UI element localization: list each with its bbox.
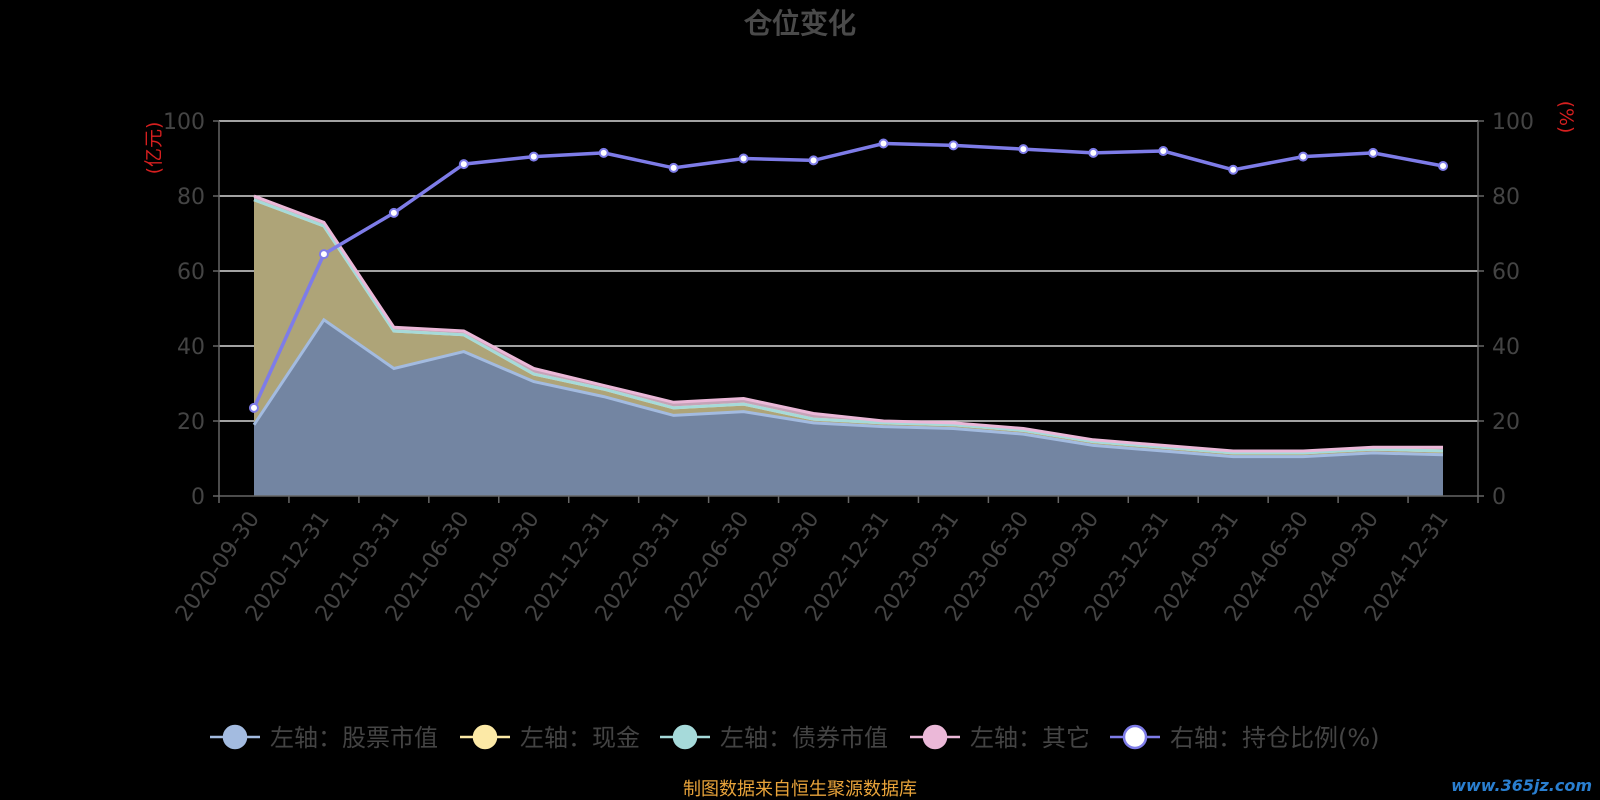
y-right-tick-label: 20 bbox=[1492, 410, 1520, 435]
y-right-tick-label: 60 bbox=[1492, 260, 1520, 285]
y-left-tick-label: 0 bbox=[191, 485, 205, 510]
legend-item-4[interactable]: 右轴：持仓比例(%) bbox=[1110, 724, 1380, 752]
y-right-unit: (%) bbox=[1555, 101, 1577, 134]
area-line-3 bbox=[253, 194, 1443, 453]
y-right-tick-label: 80 bbox=[1492, 185, 1520, 210]
ratio-point bbox=[598, 147, 609, 158]
area-line-0 bbox=[252, 317, 1444, 459]
y-left-tick-label: 80 bbox=[177, 185, 205, 210]
y-left-unit: (亿元) bbox=[143, 122, 165, 175]
legend-item-2[interactable]: 左轴：债券市值 bbox=[660, 724, 888, 752]
ratio-line-series bbox=[248, 138, 1449, 413]
ratio-point bbox=[388, 207, 399, 218]
chart-title: 仓位变化 bbox=[744, 7, 856, 40]
ratio-point bbox=[528, 151, 539, 162]
legend-label: 左轴：现金 bbox=[520, 724, 640, 752]
y-left-tick-label: 20 bbox=[177, 410, 205, 435]
area-line-2 bbox=[253, 198, 1444, 455]
legend-label: 左轴：股票市值 bbox=[270, 724, 438, 752]
y-right-tick-label: 0 bbox=[1492, 485, 1506, 510]
ratio-point bbox=[1158, 146, 1169, 156]
ratio-point bbox=[1228, 164, 1239, 175]
y-left-tick-label: 100 bbox=[163, 110, 205, 135]
ratio-point bbox=[1088, 147, 1099, 158]
legend-label: 左轴：债券市值 bbox=[720, 724, 888, 752]
ratio-point bbox=[878, 138, 889, 149]
ratio-point bbox=[248, 402, 259, 413]
y-right-tick-label: 40 bbox=[1492, 335, 1520, 360]
y-left-tick-label: 40 bbox=[177, 335, 205, 360]
area-series bbox=[252, 194, 1444, 496]
legend-item-0[interactable]: 左轴：股票市值 bbox=[210, 724, 438, 752]
legend-marker bbox=[922, 724, 948, 750]
ratio-point bbox=[1368, 147, 1379, 158]
area-0 bbox=[254, 319, 1443, 496]
legend-marker bbox=[1122, 724, 1148, 750]
ratio-point bbox=[458, 159, 469, 170]
ratio-point bbox=[808, 155, 819, 166]
ratio-point bbox=[318, 249, 329, 260]
legend-label: 左轴：其它 bbox=[970, 724, 1090, 752]
legend-item-1[interactable]: 左轴：现金 bbox=[460, 724, 640, 752]
ratio-point bbox=[738, 153, 749, 164]
legend-marker bbox=[672, 724, 698, 750]
legend-marker bbox=[222, 724, 248, 750]
ratio-point bbox=[668, 162, 679, 173]
ratio-line bbox=[252, 141, 1444, 409]
ratio-point bbox=[1438, 161, 1449, 171]
legend: 左轴：股票市值 左轴：现金 左轴：债券市值 左轴：其它 右轴：持仓比例(%) bbox=[210, 724, 1380, 752]
ratio-point bbox=[1298, 151, 1309, 162]
y-left-tick-label: 60 bbox=[177, 260, 205, 285]
legend-marker bbox=[472, 724, 498, 750]
y-right-tick-label: 100 bbox=[1492, 110, 1534, 135]
legend-label: 右轴：持仓比例(%) bbox=[1170, 724, 1380, 752]
ratio-point bbox=[948, 140, 959, 151]
source-note: 制图数据来自恒生聚源数据库 bbox=[683, 779, 917, 800]
ratio-point bbox=[1018, 144, 1029, 155]
watermark: www.365jz.com bbox=[1451, 776, 1592, 795]
legend-item-3[interactable]: 左轴：其它 bbox=[910, 724, 1090, 752]
